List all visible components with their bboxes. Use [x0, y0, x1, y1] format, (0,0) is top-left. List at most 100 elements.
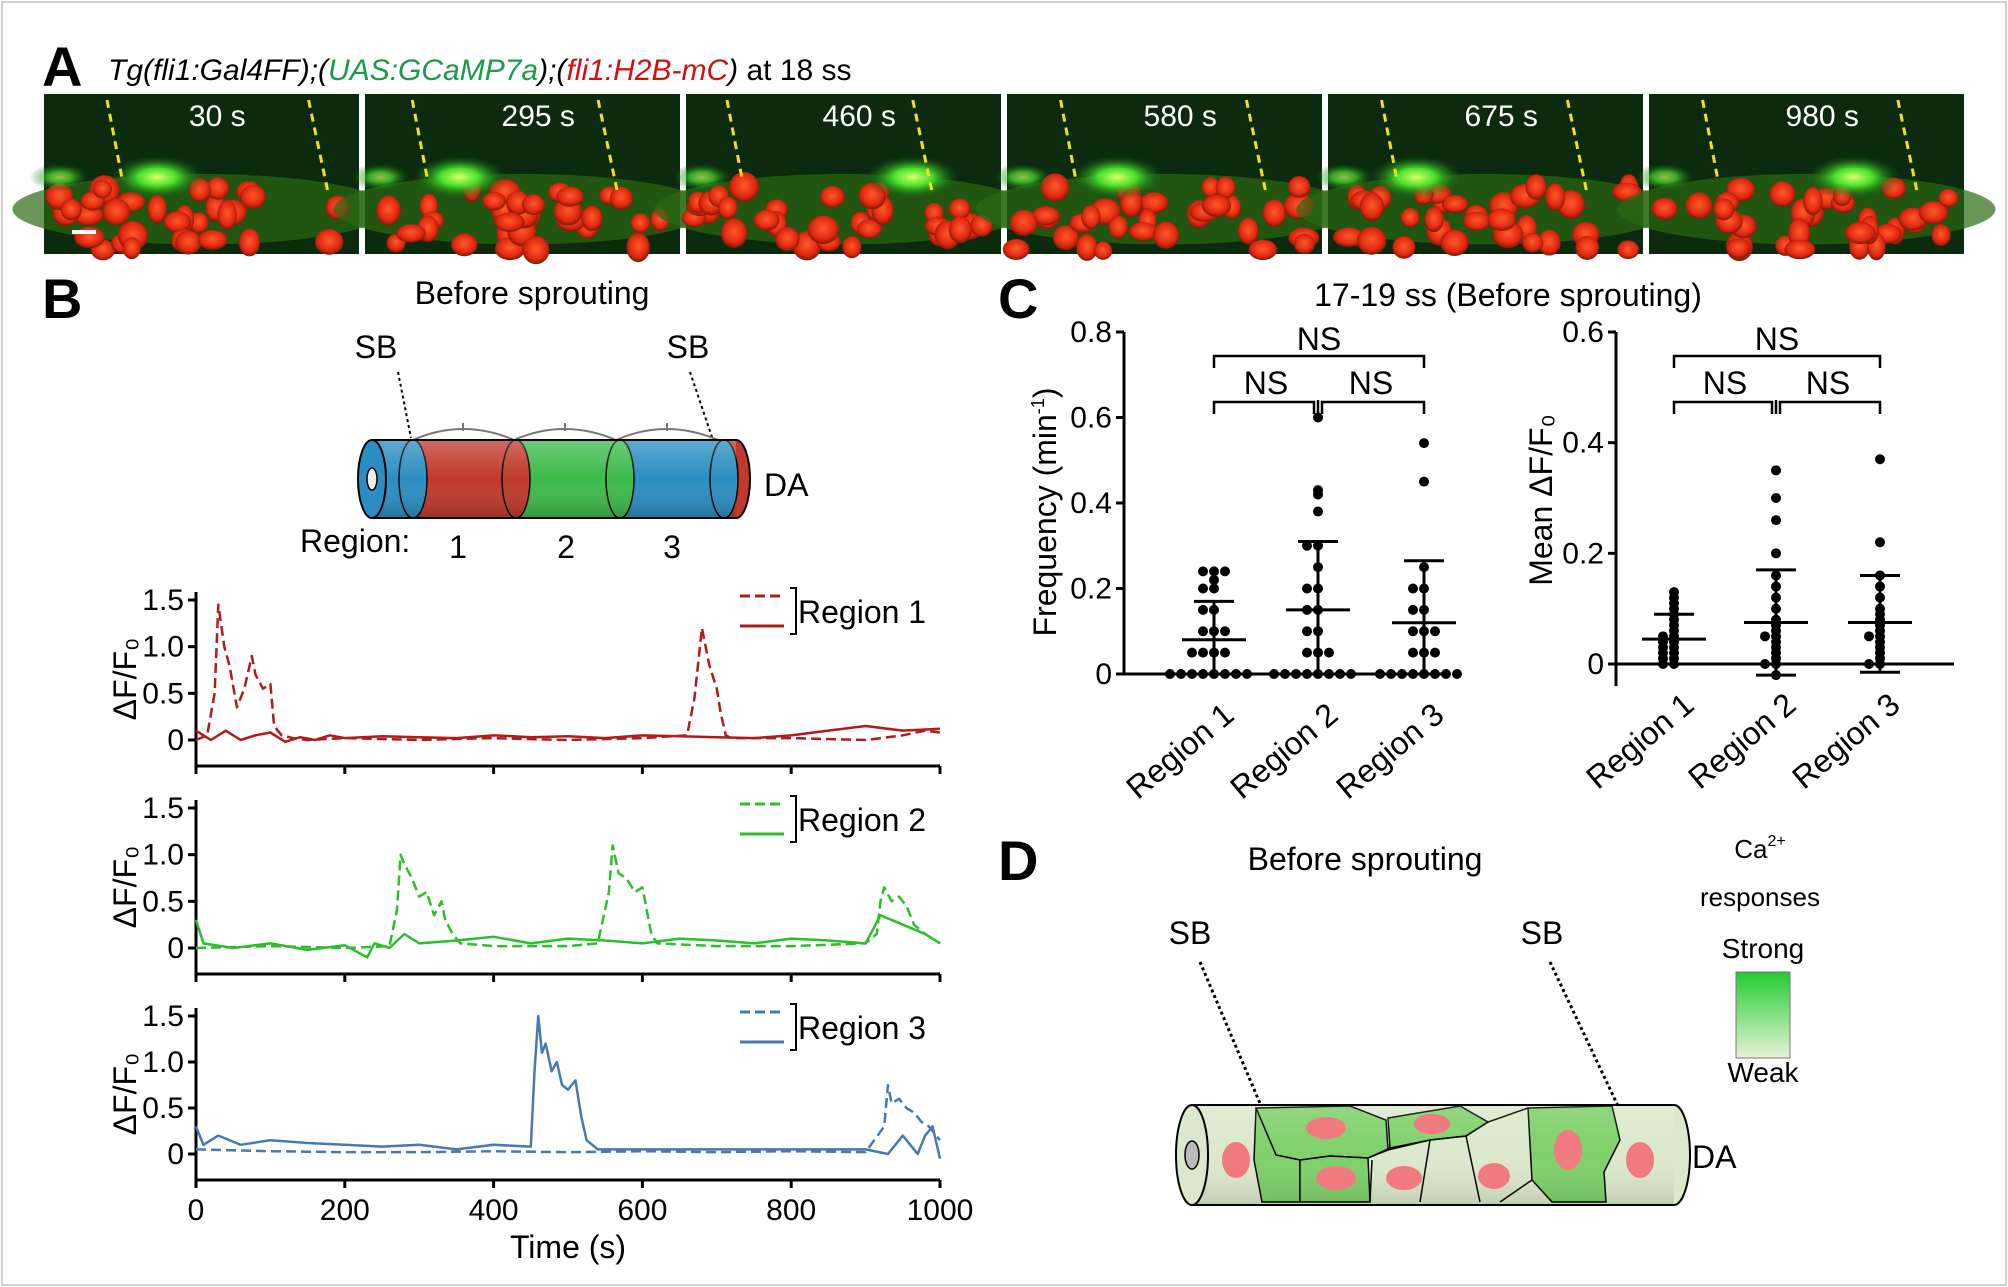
nucleus-blob [1357, 227, 1387, 255]
y-tick-label: 1.5 [142, 1000, 184, 1033]
ns-label: NS [1244, 365, 1288, 401]
calcium-signal-glow [109, 155, 206, 200]
data-point [1198, 604, 1208, 615]
nucleus-blob [482, 191, 506, 211]
nucleus-blob [396, 224, 427, 243]
micrograph-frame: 580 s [975, 94, 1354, 261]
y-tick-label: 0.2 [1562, 537, 1604, 570]
nucleus-blob [1002, 238, 1030, 260]
y-tick-label: 0.4 [1562, 427, 1604, 460]
nucleus-blob [1617, 240, 1639, 260]
micrograph-frame: 675 s [1296, 94, 1675, 260]
y-axis-label: ΔF/F₀ [107, 846, 143, 929]
data-point [1198, 626, 1208, 637]
panel-a-image-strip: 30 s 295 s 460 s 580 s 675 s 980 s [12, 94, 1996, 265]
panel-a-title-part: at 18 ss [738, 54, 851, 87]
data-point [1198, 583, 1208, 594]
data-point [1375, 669, 1385, 679]
sb-leader-left [397, 371, 412, 439]
x-tick-label: 400 [469, 1194, 519, 1227]
nucleus-blob [1931, 224, 1951, 247]
region-label: Region: [300, 523, 410, 559]
nucleus-blob [753, 209, 780, 231]
y-axis-label: ΔF/F₀ [107, 1053, 143, 1136]
nucleus-blob [948, 198, 971, 220]
data-point [1231, 669, 1241, 679]
data-point [1220, 566, 1230, 577]
legend-gradient [1735, 971, 1791, 1059]
x-tick-label: 600 [617, 1194, 667, 1227]
nucleus [1306, 1117, 1346, 1139]
nucleus-blob [92, 180, 113, 199]
calcium-signal-glow [350, 163, 411, 192]
nucleus-blob [314, 229, 344, 255]
data-point [1242, 669, 1252, 679]
data-point [1771, 548, 1781, 559]
nucleus-blob [729, 172, 759, 202]
data-point [1771, 493, 1781, 503]
x-tick-label: 1000 [907, 1194, 974, 1227]
ns-label: NS [1806, 365, 1850, 401]
nucleus-blob [1487, 208, 1517, 231]
calcium-signal-glow [1368, 155, 1465, 200]
calcium-signal-glow [29, 163, 90, 192]
y-tick-label: 0 [167, 1138, 184, 1171]
bracket-2-3 [1320, 400, 1426, 414]
nucleus-blob [819, 185, 845, 208]
data-point [1220, 647, 1230, 658]
calcium-signal-glow [1634, 163, 1695, 192]
region-number-3: 3 [663, 529, 681, 565]
nucleus-blob [494, 212, 525, 232]
data-point [1771, 465, 1781, 476]
nucleus-blob [60, 198, 82, 221]
legend-title-1: Ca2+ [1734, 833, 1786, 864]
nucleus-blob [206, 177, 230, 200]
y-tick-label: 0.5 [142, 1092, 184, 1125]
trace-dashed-line [195, 1083, 941, 1154]
category-label: Region 2 [1681, 686, 1802, 796]
frame-timestamp: 460 s [823, 100, 896, 133]
legend-bracket [790, 587, 797, 635]
y-tick-label: 0 [167, 932, 184, 965]
nucleus-blob [1031, 206, 1061, 226]
nucleus-blob [376, 195, 401, 226]
trace-chart-region3: 0 0.5 1.0 1.5 0 200 400 600 800 1000 Time (s) ΔF/F₀… [107, 1000, 973, 1265]
nucleus-blob [1713, 198, 1735, 221]
nucleus-blob [556, 186, 584, 207]
y-tick-label: 0.8 [1070, 316, 1112, 349]
y-tick-label: 0.2 [1070, 573, 1112, 606]
nucleus-blob [1726, 238, 1751, 259]
data-point [1430, 647, 1440, 658]
nucleus-blob [1918, 201, 1949, 225]
nucleus-blob [1651, 197, 1678, 220]
nucleus-blob [217, 200, 237, 230]
data-point [1209, 566, 1219, 577]
region-number-2: 2 [557, 529, 575, 565]
boundary-dashed-line [911, 99, 934, 191]
data-point [1875, 454, 1885, 465]
y-tick-label: 0.5 [142, 885, 184, 918]
micrograph-frame: 980 s [1617, 94, 1996, 262]
data-point [1875, 537, 1885, 548]
frequency-ylabel-base: Frequency (min [1027, 414, 1063, 636]
y-tick-label: 0 [1587, 648, 1604, 681]
nucleus [1554, 1130, 1582, 1170]
frequency-ylabel-sup: -1 [1028, 398, 1048, 414]
nucleus-blob [1128, 222, 1158, 242]
data-point [1302, 583, 1312, 594]
nucleus-blob [1139, 192, 1169, 214]
data-point [1324, 647, 1334, 658]
nucleus [1626, 1142, 1654, 1178]
mean-ylabel: Mean ΔF/F₀ [1523, 414, 1559, 586]
lumen-icon [366, 467, 378, 491]
da-label: DA [764, 467, 809, 503]
nucleus-blob [717, 196, 738, 220]
panel-label-c: C [998, 267, 1038, 330]
legend-title-sup: 2+ [1768, 833, 1786, 850]
panel-a-title-part: );( [535, 54, 569, 87]
ns-label: NS [1349, 365, 1393, 401]
data-point [1313, 485, 1323, 496]
